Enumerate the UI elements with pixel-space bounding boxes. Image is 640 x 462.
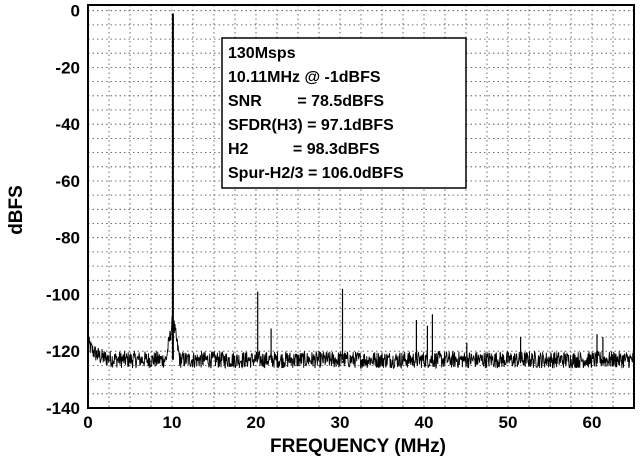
x-tick-label: 40: [415, 413, 434, 432]
x-tick-label: 30: [331, 413, 350, 432]
y-tick-label: -60: [55, 172, 80, 191]
y-axis-label: dBFS: [6, 185, 27, 235]
y-tick-labels: 0 -20 -40 -60 -80 -100 -120 -140: [46, 2, 80, 418]
x-tick-label: 0: [83, 413, 92, 432]
plot-frame: [87, 4, 635, 409]
annotation-box-frame: [221, 37, 467, 189]
y-tick-label: -120: [46, 342, 80, 361]
x-tick-label: 60: [583, 413, 602, 432]
annotation-snr: SNR = 78.5dBFS: [228, 93, 384, 110]
annotation-box: 130Msps 10.11MHz @ -1dBFS SNR = 78.5dBFS…: [221, 37, 467, 189]
y-tick-label: -140: [46, 399, 80, 418]
annotation-sfdr: SFDR(H3) = 97.1dBFS: [228, 117, 394, 134]
y-tick-label: -20: [55, 58, 80, 77]
y-tick-label: -100: [46, 286, 80, 305]
y-tick-label: -80: [55, 229, 80, 248]
x-tick-labels: 0 10 20 30 40 50 60: [83, 413, 601, 432]
annotation-h2: H2 = 98.3dBFS: [228, 141, 380, 158]
y-tick-label: -40: [55, 115, 80, 134]
x-tick-label: 20: [247, 413, 266, 432]
x-tick-label: 50: [499, 413, 518, 432]
annotation-spur: Spur-H2/3 = 106.0dBFS: [228, 165, 404, 182]
y-tick-label: 0: [71, 2, 80, 21]
x-tick-label: 10: [163, 413, 182, 432]
spectrum-trace: [87, 13, 635, 370]
annotation-sample-rate: 130Msps: [228, 45, 296, 62]
x-axis-label: FREQUENCY (MHz): [270, 436, 446, 457]
annotation-input-freq: 10.11MHz @ -1dBFS: [228, 69, 381, 86]
noise-floor-trace: [87, 315, 635, 370]
